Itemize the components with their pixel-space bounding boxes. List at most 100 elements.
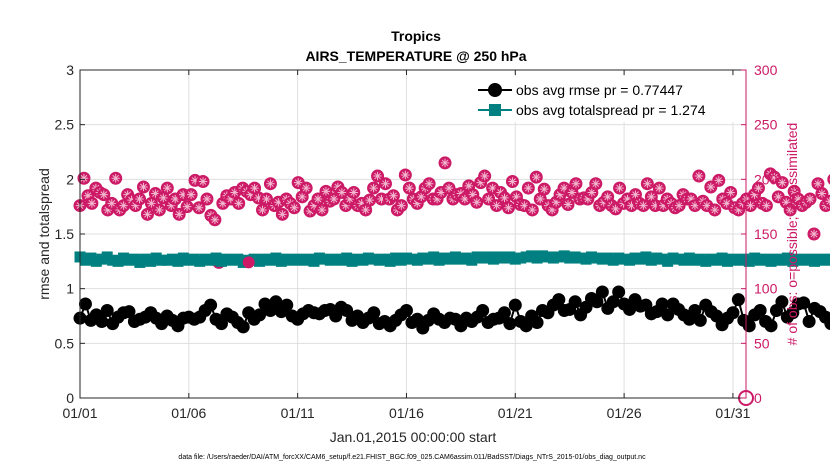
- obs-assimilated-marker: [583, 194, 593, 204]
- obs-point-113: [521, 181, 535, 195]
- obs-assimilated-marker: [805, 194, 815, 204]
- legend: obs avg rmse pr = 0.77447 obs avg totals…: [474, 76, 742, 122]
- rmse-point-138: [824, 317, 830, 331]
- obs-assimilated-marker: [476, 178, 485, 187]
- obs-assimilated-marker: [460, 194, 470, 204]
- x-tick-label-2: 01/11: [281, 405, 315, 421]
- obs-assimilated-marker: [793, 194, 803, 204]
- obs-assimilated-marker: [432, 194, 442, 204]
- chart-title: Tropics: [391, 28, 441, 44]
- x-tick-label-1: 01/06: [171, 405, 206, 421]
- obs-point-40: [232, 196, 246, 210]
- obs-point-179: [783, 203, 797, 217]
- obs-assimilated-marker: [484, 194, 493, 204]
- obs-assimilated-marker: [492, 201, 501, 210]
- obs-assimilated-marker: [639, 201, 648, 210]
- x-tick-label-4: 01/21: [498, 405, 533, 421]
- obs-assimilated-marker: [587, 188, 597, 197]
- obs-assimilated-marker: [436, 188, 446, 197]
- obs-point-9: [109, 171, 123, 185]
- obs-assimilated-marker: [190, 176, 200, 185]
- obs-assimilated-marker: [333, 182, 343, 192]
- obs-assimilated-marker: [143, 210, 152, 219]
- rmse-point-78: [497, 306, 511, 320]
- obs-point-61: [315, 203, 329, 217]
- obs-assimilated-marker: [770, 172, 779, 182]
- rmse-point-125: [753, 304, 767, 318]
- obs-assimilated-marker: [258, 205, 267, 215]
- obs-assimilated-marker: [615, 183, 624, 193]
- obs-assimilated-marker: [754, 183, 763, 193]
- obs-assimilated-marker: [627, 201, 636, 210]
- obs-assimilated-marker: [369, 183, 378, 193]
- obs-assimilated-marker: [226, 194, 235, 204]
- obs-assimilated-marker: [417, 192, 426, 202]
- y-right-tick-label-6: 300: [754, 62, 778, 78]
- obs-assimilated-marker: [381, 179, 390, 188]
- obs-assimilated-marker: [508, 177, 517, 186]
- obs-assimilated-marker: [690, 201, 700, 210]
- obs-possible-marker: [827, 174, 830, 185]
- series-1: [74, 250, 830, 268]
- obs-point-77: [378, 177, 392, 191]
- obs-assimilated-marker: [528, 205, 537, 215]
- obs-point-92: [438, 156, 452, 170]
- obs-assimilated-marker: [706, 182, 716, 192]
- totalspread-point-138: [825, 253, 830, 265]
- obs-assimilated-marker: [290, 203, 299, 212]
- obs-assimilated-marker: [659, 201, 668, 210]
- obs-assimilated-marker: [571, 179, 581, 188]
- obs-point-136: [613, 181, 627, 195]
- x-tick-label-3: 01/16: [389, 405, 424, 421]
- obs-assimilated-marker: [361, 205, 370, 215]
- obs-assimilated-marker: [405, 183, 414, 193]
- obs-point-3: [85, 196, 99, 210]
- obs-assimilated-marker: [746, 201, 755, 210]
- obs-point-73: [363, 193, 377, 207]
- rmse-point-38: [280, 298, 294, 312]
- rmse-point-54: [367, 306, 381, 320]
- obs-assimilated-marker: [345, 194, 354, 204]
- obs-point-51: [275, 207, 289, 221]
- obs-assimilated-marker: [540, 184, 549, 194]
- obs-assimilated-marker: [504, 203, 513, 212]
- obs-assimilated-marker: [182, 202, 192, 211]
- obs-assimilated-marker: [194, 203, 204, 212]
- obs-point-142: [636, 199, 650, 213]
- totalspread-point-137: [819, 254, 830, 266]
- obs-point-57: [299, 181, 313, 195]
- obs-assimilated-marker: [722, 199, 731, 208]
- legend-box: [474, 76, 742, 122]
- obs-assimilated-marker: [809, 229, 819, 239]
- obs-point-75: [371, 169, 385, 183]
- obs-assimilated-marker: [655, 183, 664, 193]
- obs-assimilated-marker: [202, 194, 212, 204]
- y-right-tick-label-5: 250: [754, 117, 778, 133]
- rmse-point-80: [508, 298, 522, 312]
- legend-label-totalspread: obs avg totalspread pr = 1.274: [516, 102, 706, 118]
- obs-point-48: [263, 177, 277, 191]
- rmse-point-101: [623, 302, 637, 316]
- obs-point-22: [160, 181, 174, 195]
- data-file-footer: data file: /Users/raeder/DAI/ATM_forcXX/…: [178, 454, 646, 461]
- obs-assimilated-marker: [750, 190, 759, 199]
- rmse-point-33: [253, 308, 267, 322]
- obs-point-123: [561, 197, 575, 211]
- obs-assimilated-marker: [373, 171, 382, 181]
- rmse-point-60: [399, 304, 413, 318]
- obs-assimilated-marker: [789, 187, 799, 196]
- obs-assimilated-marker: [536, 194, 545, 204]
- obs-assimilated-marker: [167, 201, 176, 210]
- rmse-point-108: [661, 308, 675, 322]
- series-obs: [73, 156, 830, 269]
- rmse-point-30: [236, 320, 250, 334]
- obs-assimilated-marker: [341, 201, 351, 210]
- obs-assimilated-marker: [297, 192, 307, 202]
- obs-assimilated-marker: [262, 194, 271, 204]
- obs-point-187: [815, 187, 829, 201]
- obs-assimilated-marker: [151, 189, 160, 198]
- obs-assimilated-marker: [377, 194, 386, 204]
- obs-assimilated-marker: [559, 183, 569, 193]
- rmse-point-114: [693, 313, 707, 327]
- obs-assimilated-marker: [250, 183, 259, 193]
